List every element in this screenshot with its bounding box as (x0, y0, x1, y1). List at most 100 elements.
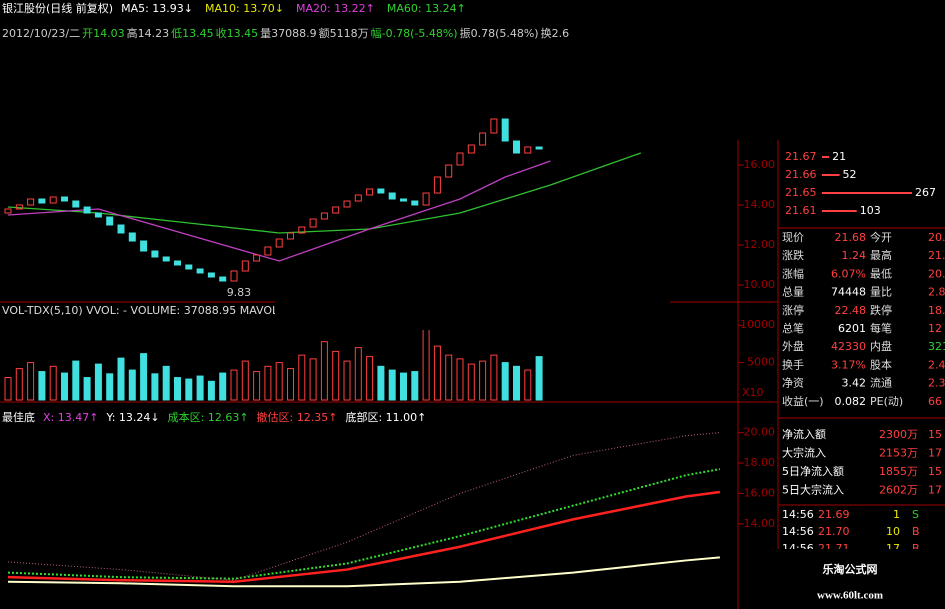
volume-bar (366, 356, 374, 401)
candle (456, 152, 464, 166)
order-price: 21.66 (785, 168, 817, 181)
volume-bar (298, 354, 306, 401)
candle (535, 146, 543, 150)
y-tick-label: 16.00 (744, 486, 776, 499)
volume-bar (445, 354, 453, 401)
info-item: 换2.6 (541, 26, 570, 40)
order-bar (822, 156, 830, 158)
info-item: 低13.45 (171, 27, 214, 40)
stock-name: 银江股份(日线 前复权) (2, 1, 113, 15)
info-item: 量37088.9 (260, 27, 317, 40)
volume-bar (106, 373, 114, 401)
occluder (275, 280, 670, 330)
candle (61, 196, 68, 202)
volume-bar (467, 363, 475, 401)
volume-bar (128, 369, 136, 401)
volume-bar (433, 345, 441, 401)
volume-bar (309, 358, 317, 401)
quote-value: 3.42 (842, 377, 867, 390)
y-tick-label: 14.00 (744, 198, 776, 211)
order-bar (822, 174, 840, 176)
candle (524, 146, 532, 154)
candle (140, 240, 148, 252)
watermark-title: 乐淘公式网 (823, 562, 878, 576)
y-tick-label: 5000 (747, 356, 775, 369)
flow-label: 大宗流入 (782, 446, 826, 460)
info-item: 幅-0.78(-5.48%) (371, 27, 458, 40)
order-price: 21.65 (785, 186, 817, 199)
volume-bar (253, 371, 261, 401)
candle (94, 212, 102, 218)
order-bar (822, 192, 912, 194)
flow-value: 2602万 (879, 484, 918, 497)
volume-bar (117, 357, 125, 401)
candle (354, 194, 362, 202)
candle (309, 218, 317, 228)
flow-extra: 17 (928, 484, 942, 497)
candle (332, 206, 340, 214)
indicator-label: 撤估区: 12.35↑ (257, 410, 338, 424)
flow-extra: 17 (928, 447, 942, 460)
quote-value: 3211 (928, 340, 945, 353)
candle (298, 226, 306, 234)
candle (151, 250, 159, 258)
order-qty: 52 (843, 168, 857, 181)
quote-value: 2.40 (928, 358, 945, 371)
candle (445, 164, 453, 178)
candle (117, 224, 125, 234)
flow-label: 5日净流入额 (782, 464, 844, 478)
quote-label: 涨停 (782, 303, 804, 317)
info-item: 额5118万 (319, 27, 369, 40)
volume-bar (535, 356, 543, 401)
ma-label: MA5: 13.93↓ (121, 2, 193, 15)
quote-value: 21.9 (928, 249, 945, 262)
occluder (535, 45, 945, 140)
ma-line (7, 160, 551, 262)
tick-volume: 10 (886, 525, 900, 538)
quote-label: 涨跌 (782, 248, 804, 262)
volume-bar (230, 369, 238, 401)
candle (320, 212, 328, 220)
volume-bar (38, 371, 46, 401)
candle (513, 140, 520, 154)
y-tick-label: 10.00 (744, 278, 776, 291)
quote-label: 流通 (870, 376, 892, 390)
quote-label: 涨幅 (782, 267, 804, 280)
quote-label: 股本 (870, 357, 892, 371)
candle (72, 200, 80, 208)
quote-label: 量比 (870, 286, 892, 299)
quote-value: 2.8 (928, 286, 945, 299)
info-item: 高14.23 (127, 26, 170, 40)
candle (241, 260, 249, 272)
indicator-label: Y: 13.24↓ (105, 411, 159, 424)
candle (422, 192, 430, 206)
candle (377, 188, 385, 194)
candle (253, 254, 261, 262)
candle (185, 264, 193, 270)
flow-extra: 15 (928, 465, 942, 478)
flow-value: 2153万 (879, 447, 918, 460)
volume-bar (185, 378, 193, 401)
candle (83, 206, 91, 214)
candle (501, 118, 509, 142)
candle (433, 176, 441, 194)
volume-bar (4, 377, 12, 401)
quote-value: 22.48 (835, 304, 867, 317)
flow-label: 5日大宗流入 (782, 483, 844, 497)
info-item: 收13.45 (216, 26, 259, 40)
indicator-line (7, 556, 720, 588)
low-price-label: 9.83 (227, 286, 252, 299)
tick-price: 21.69 (818, 508, 850, 521)
tick-side: B (912, 542, 920, 555)
y-tick-label: 12.00 (744, 238, 776, 251)
candle (4, 208, 12, 214)
volume-bar (15, 368, 23, 401)
tick-volume: 1 (893, 508, 900, 521)
candle (219, 276, 227, 282)
volume-bar (400, 372, 407, 401)
quote-label: 总量 (782, 285, 804, 299)
quote-value: 42330 (831, 340, 866, 353)
volume-bar (72, 360, 80, 401)
volume-bar (490, 354, 498, 401)
volume-bar (207, 380, 215, 401)
